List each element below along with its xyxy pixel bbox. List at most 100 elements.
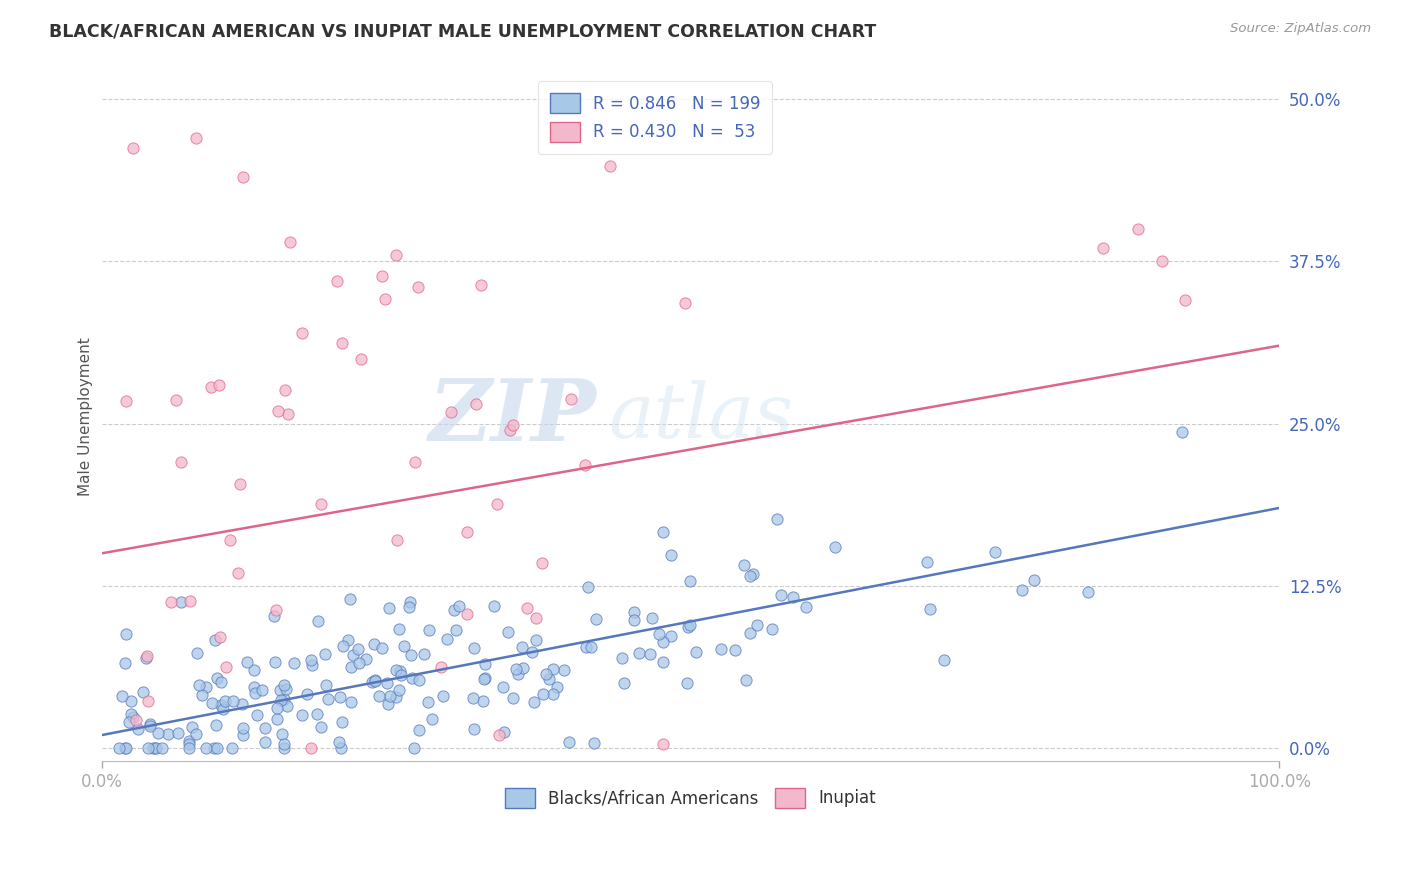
- Point: [398, 599, 420, 614]
- Point: [254, 721, 277, 735]
- Point: [165, 393, 187, 408]
- Point: [456, 607, 478, 621]
- Point: [769, 588, 792, 602]
- Point: [122, 710, 145, 724]
- Point: [266, 603, 288, 617]
- Point: [647, 626, 669, 640]
- Point: [266, 700, 288, 714]
- Point: [675, 296, 697, 310]
- Point: [1091, 241, 1114, 255]
- Point: [329, 740, 352, 755]
- Point: [326, 274, 349, 288]
- Point: [388, 622, 411, 636]
- Point: [136, 741, 159, 756]
- Point: [399, 595, 422, 609]
- Point: [139, 719, 162, 733]
- Legend: Blacks/African Americans, Inupiat: Blacks/African Americans, Inupiat: [498, 781, 883, 814]
- Point: [156, 727, 179, 741]
- Point: [114, 657, 136, 671]
- Point: [494, 725, 516, 739]
- Point: [360, 675, 382, 690]
- Point: [339, 695, 361, 709]
- Point: [127, 722, 149, 736]
- Point: [276, 698, 298, 713]
- Point: [741, 566, 763, 581]
- Point: [651, 655, 673, 669]
- Point: [180, 720, 202, 734]
- Point: [659, 548, 682, 562]
- Point: [738, 569, 761, 583]
- Point: [215, 660, 238, 674]
- Point: [138, 694, 160, 708]
- Point: [270, 726, 292, 740]
- Point: [231, 697, 253, 711]
- Y-axis label: Male Unemployment: Male Unemployment: [79, 338, 93, 497]
- Point: [734, 673, 756, 687]
- Point: [378, 601, 401, 615]
- Point: [675, 675, 697, 690]
- Point: [205, 718, 228, 732]
- Point: [138, 717, 160, 731]
- Point: [505, 662, 527, 676]
- Point: [364, 673, 387, 688]
- Point: [370, 268, 392, 283]
- Point: [114, 741, 136, 756]
- Point: [339, 591, 361, 606]
- Point: [502, 417, 524, 432]
- Point: [337, 632, 360, 647]
- Point: [470, 278, 492, 293]
- Point: [340, 660, 363, 674]
- Point: [236, 655, 259, 669]
- Point: [524, 611, 547, 625]
- Point: [267, 403, 290, 417]
- Point: [385, 533, 408, 547]
- Point: [202, 741, 225, 756]
- Point: [408, 723, 430, 737]
- Point: [824, 540, 846, 554]
- Point: [170, 455, 193, 469]
- Point: [131, 684, 153, 698]
- Point: [558, 735, 581, 749]
- Point: [599, 159, 621, 173]
- Point: [209, 675, 232, 690]
- Point: [710, 641, 733, 656]
- Point: [350, 351, 373, 366]
- Point: [543, 662, 565, 676]
- Point: [537, 673, 560, 687]
- Point: [531, 557, 554, 571]
- Point: [273, 678, 295, 692]
- Point: [512, 661, 534, 675]
- Point: [209, 698, 232, 712]
- Point: [145, 741, 167, 756]
- Point: [276, 681, 298, 696]
- Point: [471, 694, 494, 708]
- Point: [638, 647, 661, 661]
- Point: [329, 690, 352, 705]
- Point: [984, 545, 1007, 559]
- Point: [120, 694, 142, 708]
- Point: [363, 637, 385, 651]
- Point: [254, 735, 277, 749]
- Point: [142, 741, 165, 756]
- Point: [613, 676, 636, 690]
- Point: [1171, 425, 1194, 439]
- Point: [207, 671, 229, 685]
- Point: [512, 640, 534, 654]
- Point: [274, 383, 297, 397]
- Point: [676, 620, 699, 634]
- Point: [747, 618, 769, 632]
- Point: [499, 423, 522, 437]
- Point: [330, 714, 353, 729]
- Point: [177, 733, 200, 747]
- Point: [184, 131, 207, 145]
- Point: [623, 613, 645, 627]
- Point: [214, 694, 236, 708]
- Point: [724, 643, 747, 657]
- Point: [679, 574, 702, 588]
- Point: [177, 737, 200, 751]
- Point: [115, 627, 138, 641]
- Text: BLACK/AFRICAN AMERICAN VS INUPIAT MALE UNEMPLOYMENT CORRELATION CHART: BLACK/AFRICAN AMERICAN VS INUPIAT MALE U…: [49, 22, 876, 40]
- Point: [191, 688, 214, 702]
- Point: [243, 663, 266, 677]
- Point: [651, 737, 673, 751]
